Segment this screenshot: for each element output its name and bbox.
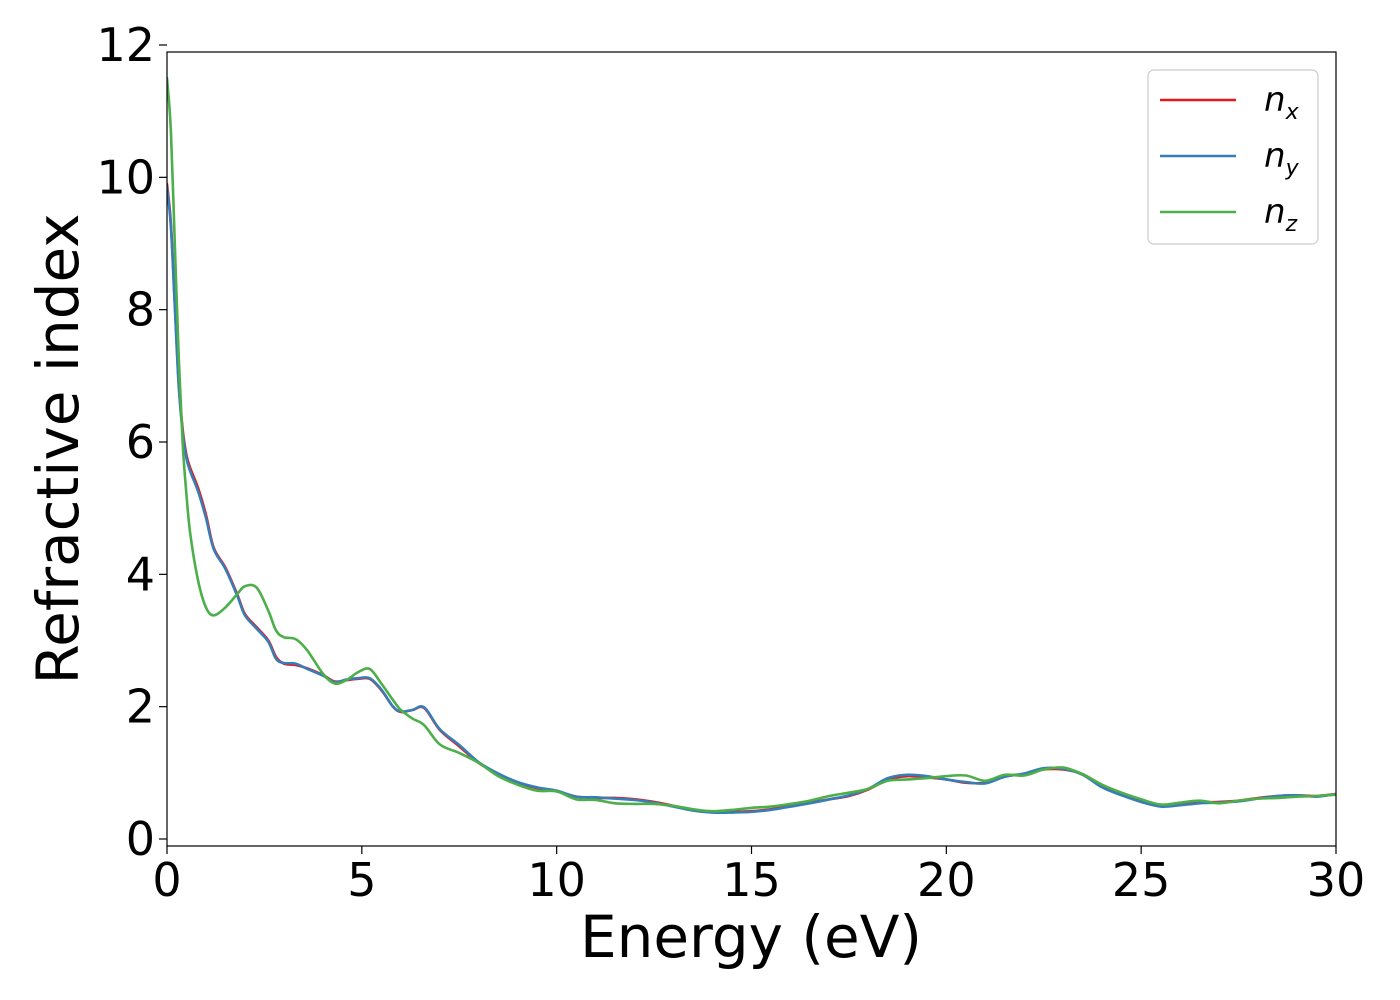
plot-area	[167, 52, 1336, 846]
legend-label-nz: nz	[1264, 192, 1298, 237]
y-tick-label: 0	[126, 812, 155, 866]
legend-label-base: n	[1264, 192, 1286, 232]
x-axis-label: Energy (eV)	[580, 903, 922, 971]
series-line-ny	[167, 185, 1336, 815]
y-tick-label: 2	[126, 680, 155, 734]
legend-label-ny: ny	[1264, 136, 1300, 181]
y-axis-label: Refractive index	[24, 213, 92, 684]
legend-label-base: n	[1264, 136, 1286, 176]
legend-label-subscript: y	[1285, 156, 1300, 181]
y-tick-label: 4	[126, 547, 155, 601]
y-tick-label: 8	[126, 283, 155, 337]
series-layer	[167, 76, 1336, 815]
legend-label-subscript: z	[1285, 212, 1298, 237]
y-tick-label: 10	[96, 150, 155, 204]
x-axis: 0 5 10 15 20 25 30	[152, 846, 1365, 907]
x-tick-label: 30	[1307, 853, 1366, 907]
legend-label-nx: nx	[1264, 80, 1300, 125]
y-tick-label: 6	[126, 415, 155, 469]
series-line-nz	[167, 76, 1336, 813]
y-axis: 0 2 4 6 8 10 12	[96, 18, 167, 866]
x-tick-label: 15	[722, 853, 781, 907]
x-tick-label: 5	[347, 853, 376, 907]
x-tick-label: 20	[917, 853, 976, 907]
x-tick-label: 25	[1112, 853, 1171, 907]
legend-label-subscript: x	[1285, 100, 1300, 125]
x-tick-label: 0	[152, 853, 181, 907]
x-tick-label: 10	[527, 853, 586, 907]
legend-label-base: n	[1264, 80, 1286, 120]
y-tick-label: 12	[96, 18, 155, 72]
